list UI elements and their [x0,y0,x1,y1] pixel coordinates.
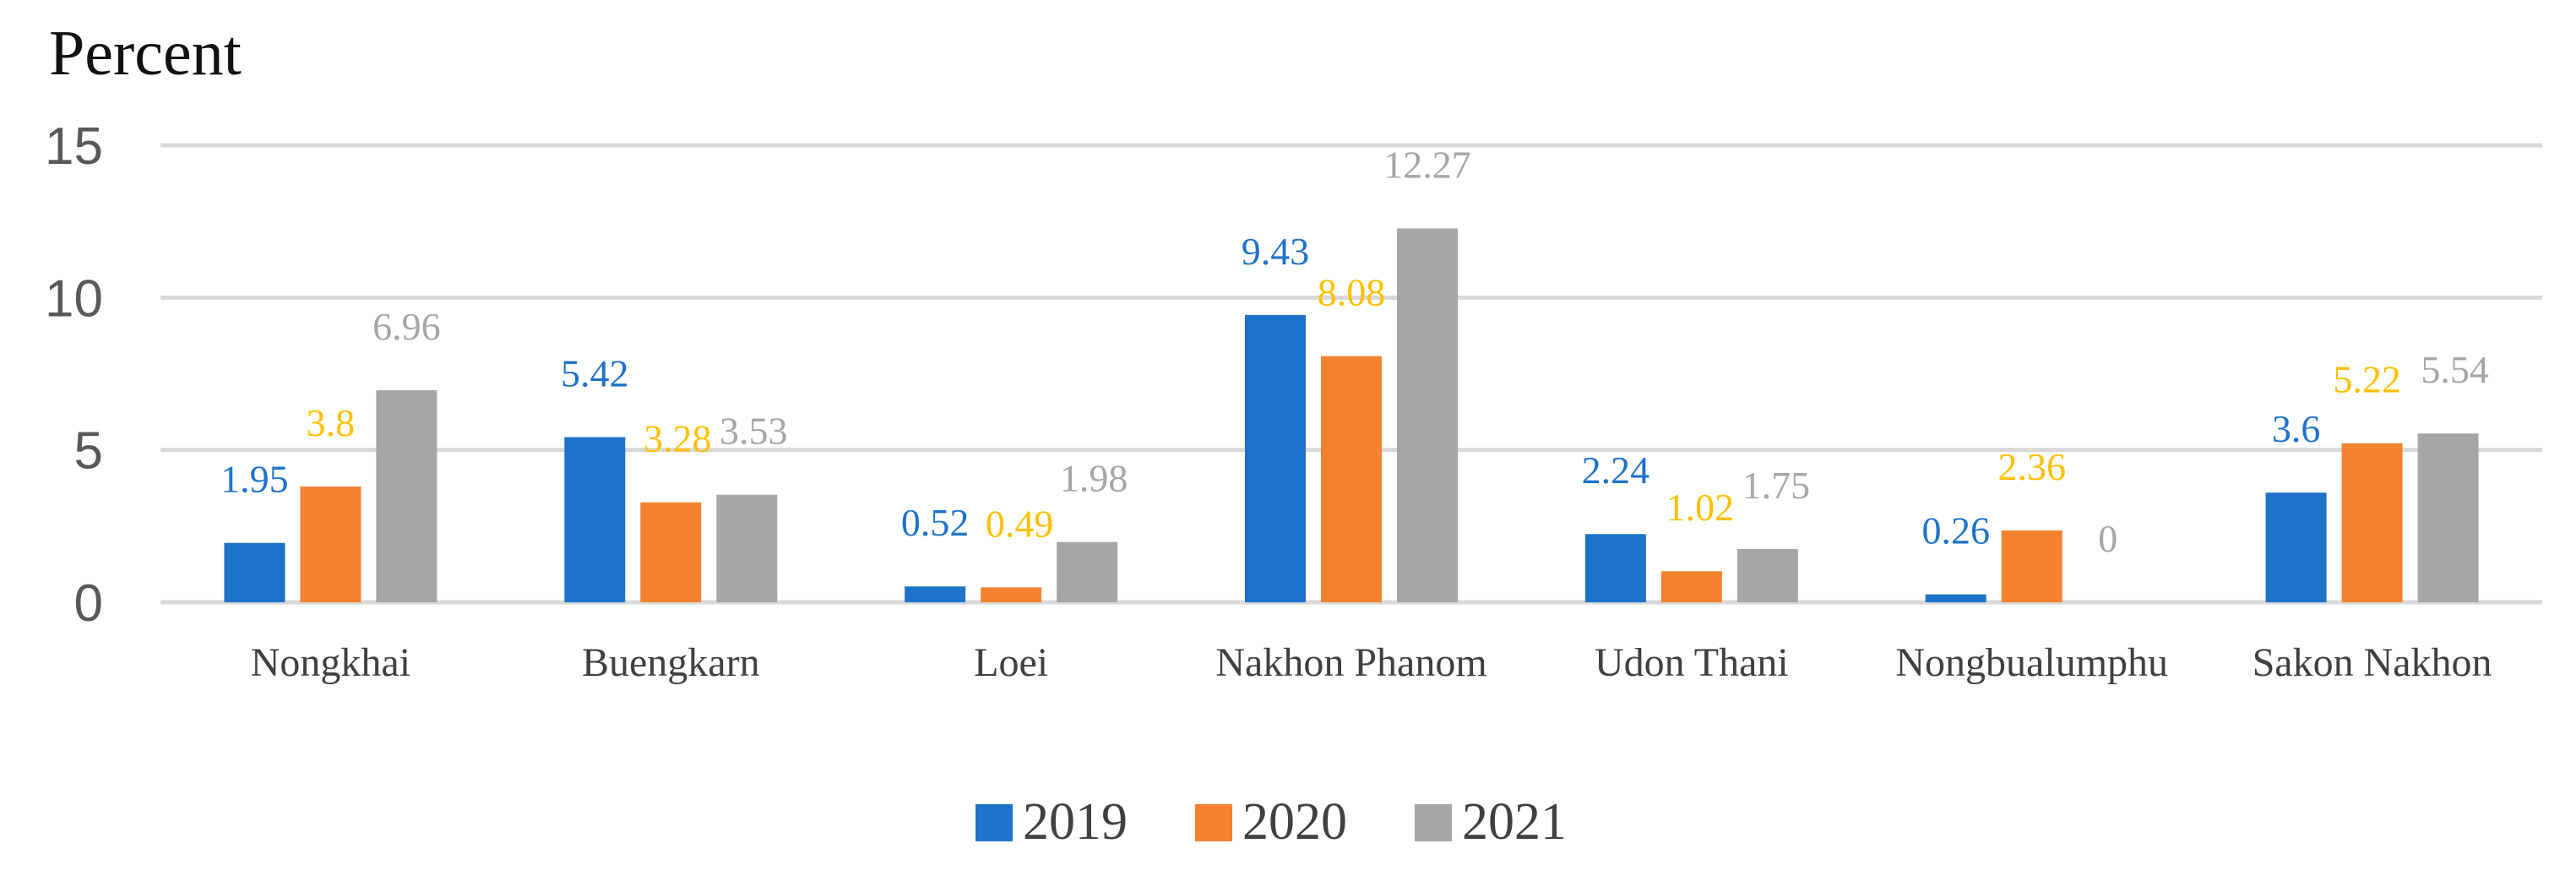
data-label-nongbualumphu-2019: 0.26 [1921,509,1990,552]
y-tick-label-0: 0 [74,574,103,633]
y-tick-label-15: 15 [45,117,103,176]
bar-sakon-nakhon-2019 [2265,492,2327,602]
legend-swatch-2019 [976,804,1013,841]
data-label-sakon-nakhon-2021: 5.54 [2421,348,2489,391]
data-label-sakon-nakhon-2019: 3.6 [2272,407,2321,450]
data-labels: 1.95 3.8 6.96 5.42 3.28 3.53 0.52 0.491.98 9.438… [220,143,2489,560]
bars [224,228,2479,602]
category-label-udon-thani: Udon Thani [1595,640,1789,685]
data-label-nongkhai-2020: 3.8 [307,401,356,444]
bar-buengkarn-2021 [716,494,778,602]
legend-swatch-2020 [1195,804,1232,841]
data-label-udon-thani-2020: 1.02 [1666,486,1735,529]
bar-buengkarn-2020 [640,502,702,602]
bar-loei-2021 [1057,541,1118,602]
data-label-loei-2019: 0.52 [901,501,970,544]
bar-nongbualumphu-2020 [2001,530,2062,602]
data-label-buengkarn-2019: 5.42 [561,352,629,395]
bar-nongkhai-2020 [300,486,361,602]
data-label-udon-thani-2019: 2.24 [1582,449,1650,492]
category-label-nakhon-phanom: Nakhon Phanom [1215,640,1486,685]
bar-udon-thani-2020 [1660,571,1722,602]
category-label-nongkhai: Nongkhai [251,640,410,685]
data-label-buengkarn-2020: 3.28 [644,417,712,460]
bar-nakhon-phanom-2021 [1397,228,1458,602]
y-tick-label-10: 10 [45,269,103,328]
bar-nongkhai-2019 [224,542,285,602]
bar-buengkarn-2019 [564,437,626,602]
data-label-loei-2021: 1.98 [1060,457,1128,500]
data-label-nongkhai-2019: 1.95 [220,458,289,501]
bar-udon-thani-2021 [1736,548,1798,602]
bar-nongbualumphu-2019 [1925,594,1986,602]
category-label-sakon-nakhon: Sakon Nakhon [2253,640,2492,685]
data-label-loei-2020: 0.49 [986,502,1054,545]
category-label-buengkarn: Buengkarn [582,640,760,685]
data-label-nakhon-phanom-2021: 12.27 [1383,143,1471,186]
bar-sakon-nakhon-2021 [2417,433,2479,602]
y-axis-title: Percent [49,18,242,89]
bar-nongkhai-2021 [376,389,437,602]
data-label-nongkhai-2021: 6.96 [372,305,441,348]
bar-loei-2019 [905,586,966,602]
legend-label-2019: 2019 [1023,793,1128,851]
data-label-nakhon-phanom-2019: 9.43 [1242,230,1310,273]
bar-loei-2020 [981,587,1042,602]
y-tick-label-5: 5 [74,422,103,481]
data-label-nakhon-phanom-2020: 8.08 [1318,271,1386,314]
legend-label-2020: 2020 [1242,793,1347,851]
category-label-nongbualumphu: Nongbualumphu [1895,640,2168,685]
y-axis-ticks: 0 5 10 15 [45,117,103,633]
category-label-loei: Loei [974,640,1048,685]
data-label-nongbualumphu-2021: 0 [2098,517,2117,560]
bar-udon-thani-2019 [1584,534,1646,602]
data-label-buengkarn-2021: 3.53 [720,410,788,453]
data-label-udon-thani-2021: 1.75 [1742,464,1811,507]
data-label-nongbualumphu-2020: 2.36 [1997,445,2066,488]
bar-nakhon-phanom-2020 [1321,356,1382,602]
data-label-sakon-nakhon-2020: 5.22 [2333,358,2401,401]
legend: 2019 2020 2021 [976,793,1567,851]
x-axis-categories: Nongkhai Buengkarn Loei Nakhon Phanom Udon T… [251,640,2492,685]
bar-nakhon-phanom-2019 [1245,314,1306,602]
bar-sakon-nakhon-2020 [2341,443,2403,602]
legend-label-2021: 2021 [1462,793,1567,851]
legend-swatch-2021 [1415,804,1452,841]
